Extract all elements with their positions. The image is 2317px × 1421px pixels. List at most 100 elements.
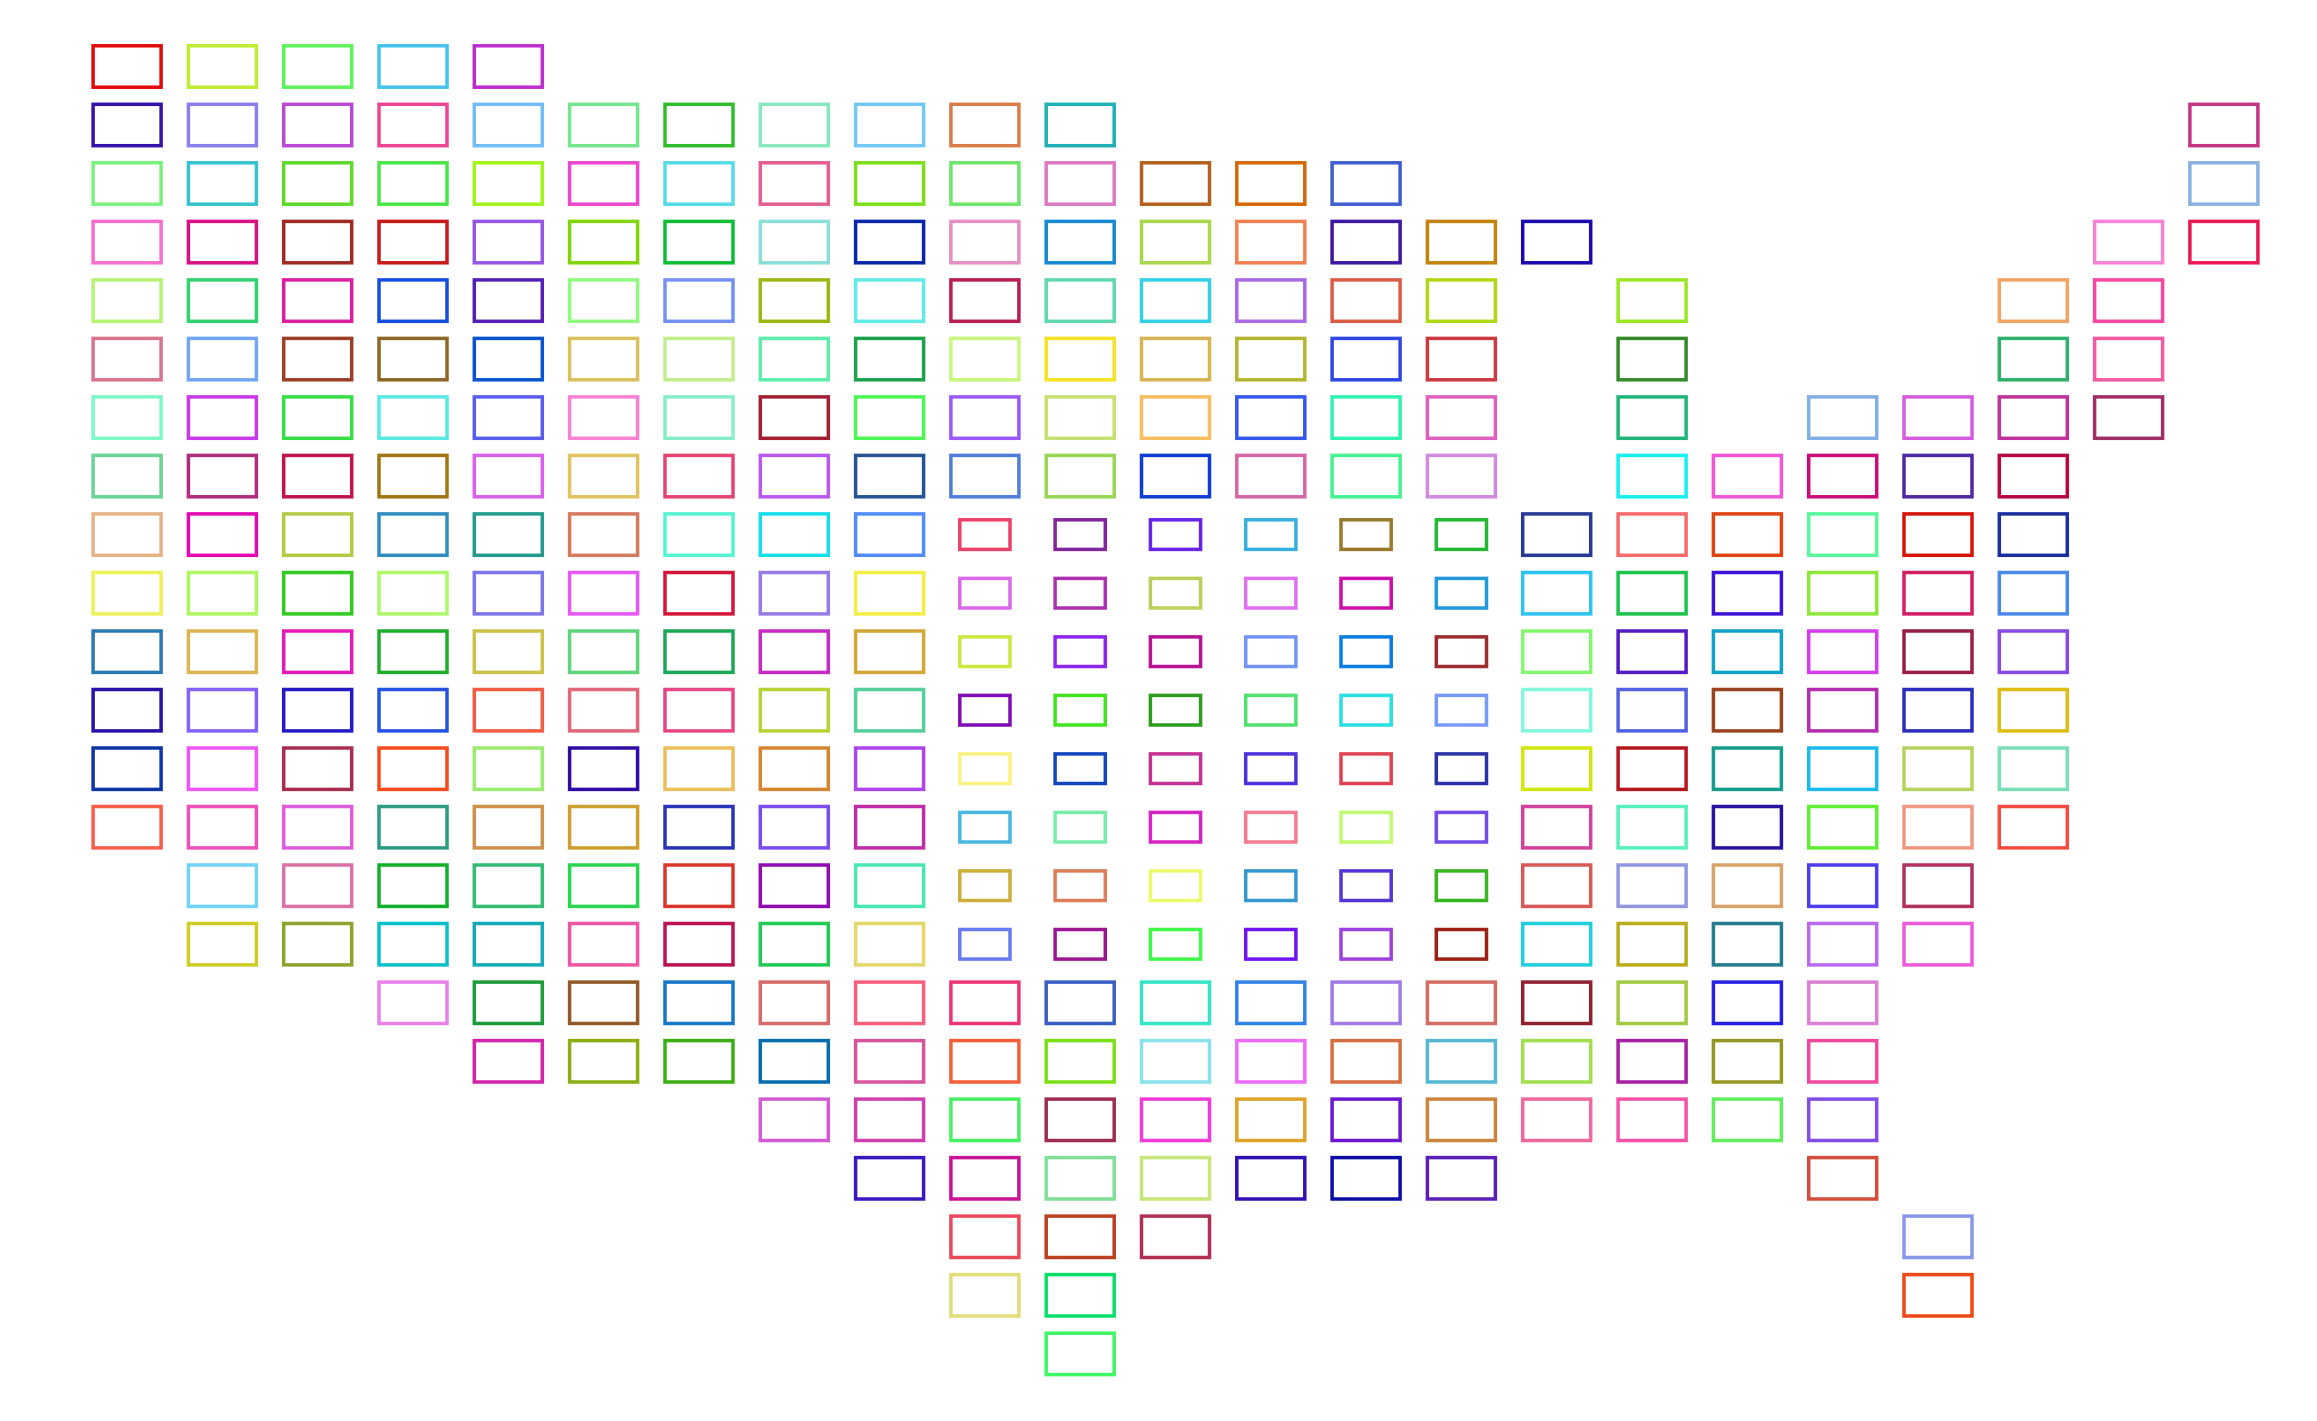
outline-tile xyxy=(1339,927,1393,961)
outline-tile xyxy=(1235,1038,1307,1084)
outline-tile xyxy=(758,863,831,909)
outline-tile xyxy=(186,512,259,558)
outline-tile xyxy=(91,453,163,499)
outline-tile xyxy=(1053,576,1108,610)
outline-tile xyxy=(1616,921,1688,967)
outline-tile xyxy=(2092,395,2165,441)
outline-tile xyxy=(1997,570,2070,616)
outline-tile xyxy=(1434,518,1489,552)
outline-tile xyxy=(91,629,163,675)
outline-tile xyxy=(281,44,354,89)
outline-tile xyxy=(1339,810,1393,844)
outline-tile xyxy=(663,570,735,616)
outline-tile xyxy=(567,570,640,616)
outline-tile xyxy=(1148,869,1203,903)
outline-tile xyxy=(758,1097,831,1143)
outline-tile xyxy=(567,687,640,733)
outline-tile xyxy=(1235,980,1307,1026)
outline-tile xyxy=(853,1097,926,1143)
outline-tile xyxy=(1616,278,1688,324)
outline-tile xyxy=(281,102,354,148)
outline-tile xyxy=(1902,863,1974,909)
outline-tile xyxy=(853,1038,926,1084)
outline-tile xyxy=(663,804,735,850)
outline-tile xyxy=(1330,1038,1402,1084)
outline-tile xyxy=(1339,635,1393,669)
outline-tile xyxy=(663,746,735,792)
outline-tile xyxy=(1425,219,1498,265)
outline-tile xyxy=(758,746,831,792)
outline-tile xyxy=(1711,512,1784,558)
outline-tile xyxy=(758,980,831,1026)
outline-tile xyxy=(949,1214,1021,1260)
outline-tile xyxy=(91,512,163,558)
outline-tile xyxy=(377,161,449,206)
outline-tile xyxy=(958,810,1012,844)
outline-tile xyxy=(186,219,259,265)
outline-tile xyxy=(758,804,831,850)
outline-tile xyxy=(186,161,259,206)
outline-tile xyxy=(1520,629,1593,675)
outline-tile xyxy=(1053,752,1108,786)
outline-tile xyxy=(663,161,735,206)
outline-tile xyxy=(758,336,831,382)
outline-tile xyxy=(1139,278,1212,324)
outline-tile xyxy=(1243,752,1298,786)
outline-tile xyxy=(281,629,354,675)
outline-tile xyxy=(91,219,163,265)
outline-tile xyxy=(1053,810,1108,844)
outline-tile xyxy=(1806,512,1879,558)
outline-tile xyxy=(1235,278,1307,324)
outline-tile xyxy=(1425,336,1498,382)
outline-tile xyxy=(663,921,735,967)
outline-tile xyxy=(1339,576,1393,610)
outline-tile xyxy=(663,453,735,499)
outline-tile xyxy=(567,219,640,265)
outline-tile xyxy=(186,278,259,324)
outline-tile xyxy=(1434,576,1489,610)
outline-tile xyxy=(186,921,259,967)
outline-tile xyxy=(1806,921,1879,967)
outline-tile xyxy=(567,629,640,675)
outline-tile xyxy=(1330,1155,1402,1201)
outline-tile xyxy=(1902,746,1974,792)
outline-tile xyxy=(758,570,831,616)
outline-tile xyxy=(1139,1155,1212,1201)
outline-tile xyxy=(1902,512,1974,558)
outline-tile xyxy=(472,804,545,850)
outline-tile xyxy=(472,161,545,206)
outline-tile xyxy=(853,746,926,792)
outline-tile xyxy=(1425,278,1498,324)
outline-tile xyxy=(567,278,640,324)
outline-tile xyxy=(1235,1155,1307,1201)
outline-tile xyxy=(1148,635,1203,669)
outline-tile xyxy=(1520,512,1593,558)
outline-tile xyxy=(91,570,163,616)
outline-tile xyxy=(1806,804,1879,850)
outline-tile xyxy=(1997,512,2070,558)
outline-tile xyxy=(949,1155,1021,1201)
outline-tile xyxy=(853,687,926,733)
outline-tile xyxy=(1425,1097,1498,1143)
outline-tile xyxy=(949,395,1021,441)
outline-tile xyxy=(853,512,926,558)
outline-tile xyxy=(567,804,640,850)
outline-tile xyxy=(186,629,259,675)
outline-tile xyxy=(1139,395,1212,441)
outline-tile xyxy=(958,869,1012,903)
outline-tile xyxy=(758,921,831,967)
outline-tile xyxy=(1434,869,1489,903)
outline-tile xyxy=(1425,1038,1498,1084)
outline-tile xyxy=(472,921,545,967)
outline-tile xyxy=(377,453,449,499)
outline-tile xyxy=(472,395,545,441)
outline-tile xyxy=(472,453,545,499)
outline-tile xyxy=(1044,1155,1116,1201)
outline-tile xyxy=(1148,927,1203,961)
outline-tile xyxy=(91,395,163,441)
outline-tile xyxy=(1711,687,1784,733)
outline-tile xyxy=(853,921,926,967)
outline-tile xyxy=(281,863,354,909)
outline-tile xyxy=(1425,453,1498,499)
